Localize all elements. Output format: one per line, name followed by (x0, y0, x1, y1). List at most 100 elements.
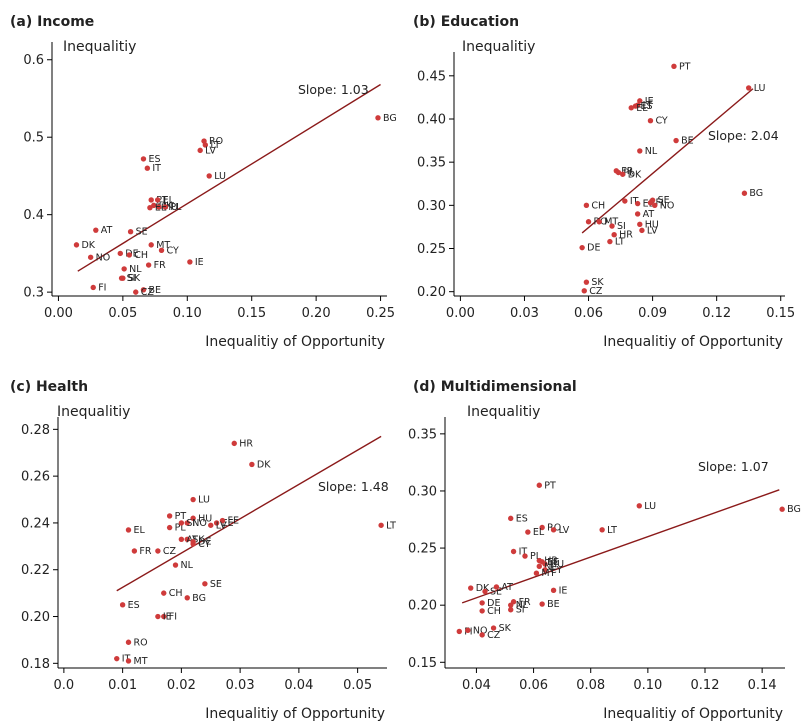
point-label: IE (559, 585, 568, 596)
data-point-pl (162, 204, 169, 210)
slope-label: Slope: 2.04 (708, 128, 779, 143)
data-point-fi (647, 200, 654, 206)
data-point-fr (145, 262, 152, 268)
point-label: CH (487, 606, 501, 617)
panel-title: (a) Income (10, 14, 94, 30)
data-point-hu (190, 515, 196, 521)
data-point-cz (155, 548, 161, 554)
point-label: SK (499, 623, 512, 634)
data-point-ch (479, 608, 485, 614)
data-point-mt (596, 219, 602, 225)
panel-3: (c) Health Inequalitiy Inequalitiy of Oppo… (10, 379, 396, 722)
data-point-si (118, 275, 125, 281)
point-label: AT (643, 209, 655, 220)
data-point-dk (73, 242, 80, 248)
x-tick-label: 0.12 (691, 678, 720, 693)
point-label: DK (81, 240, 95, 251)
data-point-ie (637, 98, 643, 104)
point-label: FR (519, 597, 531, 608)
point-label: CH (591, 200, 605, 211)
data-point-pl (522, 553, 528, 559)
point-label: CY (550, 565, 562, 576)
y-tick-label: 0.26 (21, 470, 50, 485)
point-label: HR (544, 556, 558, 567)
point-label: EE (155, 203, 167, 214)
point-label: LT (210, 140, 220, 151)
point-label: FI (98, 282, 106, 293)
data-point-ee (213, 520, 220, 526)
data-point-bg (184, 595, 190, 601)
point-label: SK (591, 277, 604, 288)
point-label: NO (473, 625, 488, 636)
data-point-no (465, 627, 471, 634)
x-tick-label: 0.15 (766, 306, 795, 321)
point-label: LT (386, 520, 396, 531)
point-label: BG (787, 504, 801, 515)
point-label: SE (658, 195, 670, 206)
point-label: SI (186, 518, 195, 529)
data-point-si (508, 607, 514, 613)
point-label: SK (128, 273, 141, 284)
point-label: MT (134, 656, 148, 667)
data-point-bg (375, 115, 381, 121)
point-label: SI (516, 605, 525, 616)
point-label: MT (604, 217, 618, 228)
data-point-cy (542, 567, 548, 573)
data-point-es (140, 156, 147, 162)
point-label: BE (547, 599, 560, 610)
data-point-es (632, 103, 639, 109)
x-tick-label: 0.10 (173, 306, 202, 321)
data-point-at (178, 536, 185, 543)
data-point-ee (147, 204, 153, 211)
y-tick-label: 0.25 (417, 242, 446, 257)
point-label: IT (122, 654, 131, 665)
data-point-it (622, 198, 628, 204)
data-point-lv (208, 522, 214, 528)
point-label: IT (630, 196, 639, 207)
data-point-pt (671, 63, 677, 70)
x-tick-label: 0.04 (462, 678, 491, 693)
data-point-lt (202, 142, 209, 148)
y-tick-label: 0.18 (21, 657, 50, 672)
point-label: AT (501, 582, 513, 593)
point-label: EL (134, 525, 146, 536)
y-tick-label: 0.6 (23, 53, 44, 68)
data-point-se (202, 581, 208, 587)
data-point-si (609, 223, 615, 229)
data-point-dk (468, 585, 474, 591)
x-axis-label: Inequalitiy of Opportunity (603, 334, 783, 350)
point-label: RO (134, 637, 148, 648)
point-label: MT (541, 568, 555, 579)
point-label: IT (519, 546, 528, 557)
x-tick-label: 0.03 (510, 306, 539, 321)
x-tick-label: 0.15 (237, 306, 266, 321)
data-point-hr (611, 231, 617, 238)
point-label: FR (154, 260, 166, 271)
data-point-ro (125, 639, 132, 645)
point-label: NL (516, 600, 529, 611)
point-label: SK (192, 534, 205, 545)
data-point-lu (206, 173, 212, 179)
data-point-hu (156, 204, 162, 210)
slope-label: Slope: 1.48 (318, 479, 389, 494)
point-label: SE (210, 579, 222, 590)
panel-title: (d) Multidimensional (413, 379, 577, 395)
data-point-at (493, 584, 500, 590)
data-point-pl (615, 169, 622, 176)
data-point-pt (166, 513, 173, 519)
data-point-cy (190, 541, 196, 547)
data-point-hu (542, 561, 548, 567)
fit-line (116, 435, 382, 592)
point-label: PT (679, 61, 691, 72)
x-tick-label: 0.25 (366, 306, 395, 321)
point-label: BE (681, 136, 694, 147)
data-point-de (579, 244, 585, 251)
point-label: NO (192, 518, 207, 529)
slope-label: Slope: 1.07 (698, 459, 769, 474)
y-tick-label: 0.20 (21, 610, 50, 625)
x-tick-label: 0.05 (343, 678, 372, 693)
x-tick-label: 0.09 (638, 306, 667, 321)
data-point-nl (637, 148, 643, 154)
data-point-pt (148, 197, 154, 203)
point-label: CY (655, 116, 667, 127)
